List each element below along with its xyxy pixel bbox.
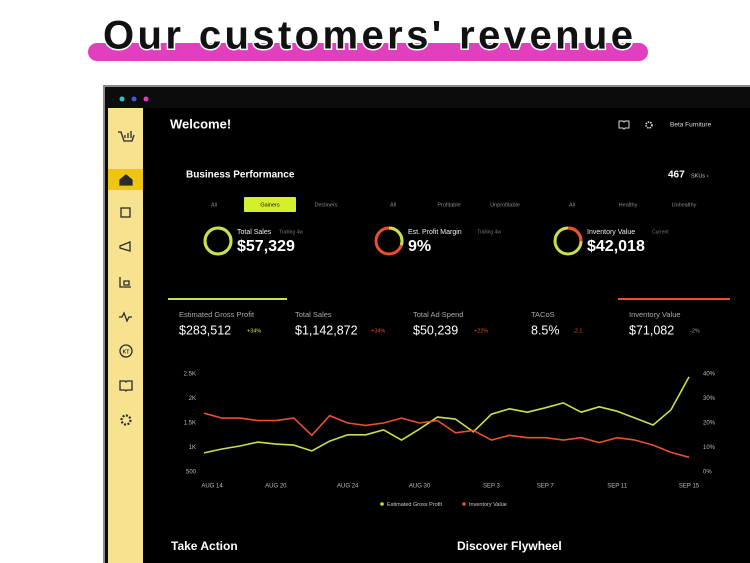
y-tick-label: 1K xyxy=(189,445,196,451)
series-line xyxy=(203,412,690,459)
metric-value: $1,142,872 xyxy=(295,323,358,337)
kpi-value: 9% xyxy=(408,238,431,255)
filter-tab: Unhealthy xyxy=(672,202,697,208)
y2-tick-label: 20% xyxy=(703,421,716,427)
sku-label[interactable]: SKUs › xyxy=(691,173,709,179)
cart-icon[interactable] xyxy=(118,131,135,142)
metric-value: $71,082 xyxy=(629,323,674,337)
settings-icon[interactable] xyxy=(645,121,653,129)
window-dot xyxy=(143,96,149,102)
metric-label: TACoS xyxy=(531,310,555,319)
metric-value: $50,239 xyxy=(413,323,458,337)
section-heading: Discover Flywheel xyxy=(457,539,562,553)
metric-value: $283,512 xyxy=(179,323,231,337)
y-tick-label: 500 xyxy=(186,470,197,476)
metric-value: 8.5% xyxy=(531,323,560,337)
kpi-period: Trailing 4w xyxy=(279,229,303,235)
kpi-ring-part xyxy=(374,226,404,256)
app-body xyxy=(108,108,750,563)
legend-swatch xyxy=(462,502,466,506)
metric-change: -2% xyxy=(690,328,700,334)
box-icon[interactable] xyxy=(120,207,131,218)
kpi-label: Inventory Value xyxy=(587,229,635,236)
kpi-ring-part xyxy=(203,226,233,256)
legend-swatch xyxy=(380,502,384,506)
book-icon[interactable] xyxy=(119,380,133,392)
metric-label: Total Ad Spend xyxy=(413,310,463,319)
filter-tab: All xyxy=(390,202,396,208)
kpi-period: Trailing 4w xyxy=(477,229,501,235)
legend-label: Estimated Gross Profit xyxy=(387,502,442,508)
x-tick-label: SEP 3 xyxy=(483,484,501,490)
kpi-period: Current xyxy=(652,229,669,235)
sku-count: 467 xyxy=(668,170,685,181)
section-title: Business Performance xyxy=(186,170,295,181)
filter-tab: Healthy xyxy=(619,202,638,208)
x-tick-label: SEP 7 xyxy=(537,484,555,490)
kpi-ring-part xyxy=(553,226,583,256)
filter-tab: All xyxy=(211,202,217,208)
kpi-value: $42,018 xyxy=(587,238,645,255)
settings-icon[interactable] xyxy=(120,414,132,426)
filter-tab: Decliners xyxy=(315,202,338,208)
welcome: Welcome! xyxy=(170,116,231,131)
filter-tab: Gainers xyxy=(260,202,280,208)
x-tick-label: AUG 24 xyxy=(337,484,359,490)
pulse-icon[interactable] xyxy=(119,311,132,323)
docs-icon[interactable] xyxy=(618,120,630,130)
logo-bars xyxy=(124,131,132,138)
kt-icon[interactable] xyxy=(119,344,133,358)
x-tick-label: AUG 20 xyxy=(265,484,287,490)
y-tick-label: 2.5K xyxy=(184,372,196,378)
account-name[interactable]: Beta Furniture xyxy=(670,122,712,129)
y2-tick-label: 10% xyxy=(703,445,716,451)
kpi-label: Total Sales xyxy=(237,229,272,236)
highlight xyxy=(88,43,648,61)
y2-tick-label: 30% xyxy=(703,396,716,402)
inventory-icon[interactable] xyxy=(119,277,131,288)
x-tick-label: AUG 30 xyxy=(409,484,431,490)
window-dot xyxy=(119,96,125,102)
filter-tab: All xyxy=(569,202,575,208)
window-dot xyxy=(131,96,137,102)
filter-tab: Profitable xyxy=(437,202,460,208)
x-tick-label: SEP 11 xyxy=(607,484,627,490)
kpi-value: $57,329 xyxy=(237,238,295,255)
megaphone-icon[interactable] xyxy=(119,241,131,252)
y2-tick-label: 0% xyxy=(703,470,712,476)
legend-label: Inventory Value xyxy=(469,502,507,508)
y-tick-label: 2K xyxy=(189,396,196,402)
metric-label: Total Sales xyxy=(295,310,332,319)
section-heading: Take Action xyxy=(171,539,238,553)
metric-change: +34% xyxy=(371,328,385,334)
metric-change: +22% xyxy=(474,328,488,334)
selected-filter[interactable] xyxy=(244,197,296,212)
metric-change: -2.1 xyxy=(573,328,582,334)
y2-tick-label: 40% xyxy=(703,372,716,378)
x-tick-label: AUG 14 xyxy=(201,484,223,490)
x-tick-label: SEP 15 xyxy=(679,484,700,490)
y-tick-label: 1.5K xyxy=(184,421,196,427)
home-icon[interactable] xyxy=(119,174,133,186)
page-title: Our customers' revenue xyxy=(103,14,633,58)
metric-change: +34% xyxy=(247,328,261,334)
kpi-label: Est. Profit Margin xyxy=(408,229,462,236)
metric-label: Estimated Gross Profit xyxy=(179,310,255,319)
filter-tab: Unprofitable xyxy=(490,202,520,208)
series-line xyxy=(203,376,690,454)
kt-icon-label: KT xyxy=(123,349,130,355)
metric-label: Inventory Value xyxy=(629,310,681,319)
